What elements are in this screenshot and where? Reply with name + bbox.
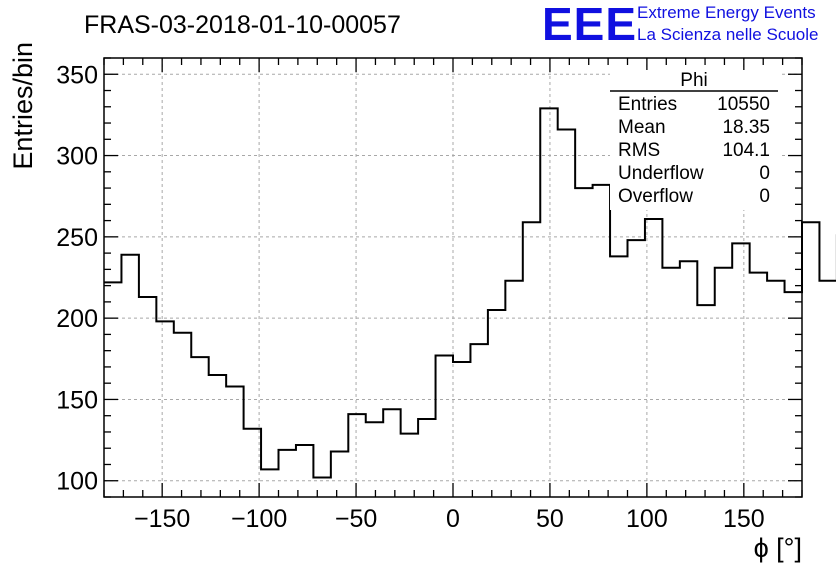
histogram-bin	[697, 305, 714, 497]
histogram-bin	[383, 409, 400, 497]
histogram-bin	[331, 451, 348, 497]
axes: −150 −100 −50 0 50 100 150 100 150 200 250 300 350	[56, 57, 803, 533]
x-tick-label: −100	[231, 505, 287, 533]
stats-entries-label: Entries	[618, 94, 677, 115]
x-tick-label: −150	[134, 505, 190, 533]
histogram-bin	[750, 273, 767, 497]
histogram-outline	[104, 107, 836, 479]
histogram-bin	[732, 243, 749, 497]
histogram-bin	[645, 219, 662, 497]
x-tick-label: −50	[335, 505, 377, 533]
histogram-bin	[174, 333, 191, 497]
stats-overflow-value: 0	[759, 186, 770, 207]
histogram-bin	[802, 222, 819, 497]
x-tick-label: 150	[723, 505, 765, 533]
histogram-bin	[191, 357, 208, 497]
y-tick-label: 100	[56, 468, 98, 496]
y-tick-label: 300	[56, 143, 98, 171]
histogram-bin	[819, 281, 836, 497]
y-tick-label: 200	[56, 305, 98, 333]
histogram-bin	[523, 222, 540, 497]
histogram-bin	[313, 477, 330, 497]
histogram-bin	[436, 356, 453, 497]
x-axis-title: ϕ [°]	[754, 533, 802, 563]
histogram-bin	[610, 256, 627, 497]
histogram-bin	[767, 281, 784, 497]
histogram-bars	[104, 107, 836, 497]
stats-entries-value: 10550	[717, 94, 770, 115]
histogram-bin	[488, 310, 505, 497]
histogram-bin	[628, 240, 645, 497]
y-tick-label: 350	[56, 61, 98, 89]
x-tick-label: 100	[626, 505, 668, 533]
histogram-bin	[121, 255, 138, 497]
histogram-bin	[296, 445, 313, 497]
histogram-bin	[558, 130, 575, 497]
stats-rms-label: RMS	[618, 140, 660, 161]
histogram-bin	[785, 292, 802, 497]
logo-line-2: La Scienza nelle Scuole	[637, 25, 818, 44]
histogram-bin	[540, 108, 557, 497]
histogram-bin	[680, 261, 697, 497]
histogram-bin	[418, 419, 435, 497]
stats-mean-label: Mean	[618, 117, 666, 138]
stats-rms-value: 104.1	[722, 140, 770, 161]
stats-overflow-label: Overflow	[618, 186, 693, 207]
histogram-bin	[366, 422, 383, 497]
logo-mark: EEE	[542, 0, 637, 50]
stats-mean-value: 18.35	[722, 117, 770, 138]
stats-box: Phi Entries 10550 Mean 18.35 RMS 104.1 U…	[610, 70, 780, 210]
stats-underflow-label: Underflow	[618, 163, 704, 184]
histogram-bin	[453, 362, 470, 497]
histogram-bin	[156, 321, 173, 497]
histogram-bin	[209, 375, 226, 497]
histogram-bin	[401, 434, 418, 497]
logo-line-1: Extreme Energy Events	[637, 3, 816, 22]
histogram-bin	[348, 414, 365, 497]
y-axis-title: Entries/bin	[8, 42, 38, 170]
stats-underflow-value: 0	[759, 163, 770, 184]
eee-logo: EEE Extreme Energy Events La Scienza nel…	[542, 0, 818, 50]
histogram-bin	[575, 188, 592, 497]
histogram-bin	[505, 281, 522, 497]
stats-box-name: Phi	[680, 70, 707, 91]
stats-box-background	[610, 70, 780, 210]
y-tick-label: 150	[56, 386, 98, 414]
x-tick-label: 0	[446, 505, 460, 533]
histogram-bin	[470, 344, 487, 497]
y-tick-label: 250	[56, 224, 98, 252]
histogram-bin	[226, 386, 243, 497]
histogram-bin	[593, 185, 610, 497]
chart-title: FRAS-03-2018-01-10-00057	[84, 11, 401, 39]
histogram-bin	[715, 268, 732, 497]
histogram-bin	[244, 429, 261, 497]
histogram-bin	[139, 297, 156, 497]
histogram-bin	[261, 469, 278, 497]
x-tick-label: 50	[536, 505, 564, 533]
histogram-bin	[662, 268, 679, 497]
histogram-bin	[279, 450, 296, 497]
